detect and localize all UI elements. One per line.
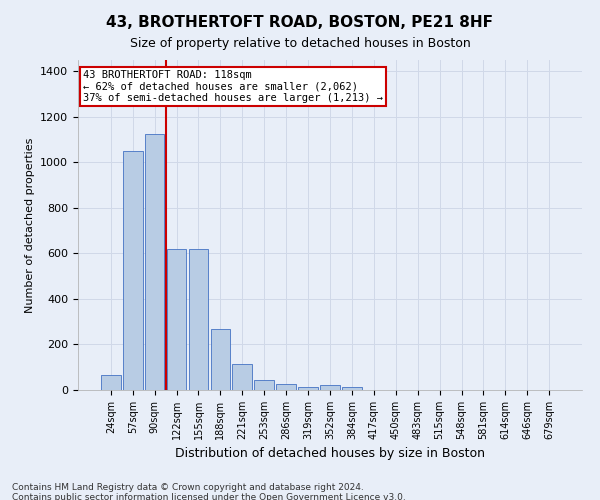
Text: 43 BROTHERTOFT ROAD: 118sqm
← 62% of detached houses are smaller (2,062)
37% of : 43 BROTHERTOFT ROAD: 118sqm ← 62% of det… [83,70,383,103]
Bar [254,380,274,390]
Bar [342,386,362,390]
Text: Contains HM Land Registry data © Crown copyright and database right 2024.: Contains HM Land Registry data © Crown c… [12,482,364,492]
Bar [298,386,318,390]
Bar [145,134,164,390]
Bar [167,249,187,390]
Bar [276,384,296,390]
Bar [320,386,340,390]
Bar [211,328,230,390]
Bar [188,249,208,390]
Bar [232,364,252,390]
Text: Contains public sector information licensed under the Open Government Licence v3: Contains public sector information licen… [12,492,406,500]
X-axis label: Distribution of detached houses by size in Boston: Distribution of detached houses by size … [175,448,485,460]
Y-axis label: Number of detached properties: Number of detached properties [25,138,35,312]
Text: Size of property relative to detached houses in Boston: Size of property relative to detached ho… [130,38,470,51]
Text: 43, BROTHERTOFT ROAD, BOSTON, PE21 8HF: 43, BROTHERTOFT ROAD, BOSTON, PE21 8HF [107,15,493,30]
Bar [101,375,121,390]
Bar [123,151,143,390]
